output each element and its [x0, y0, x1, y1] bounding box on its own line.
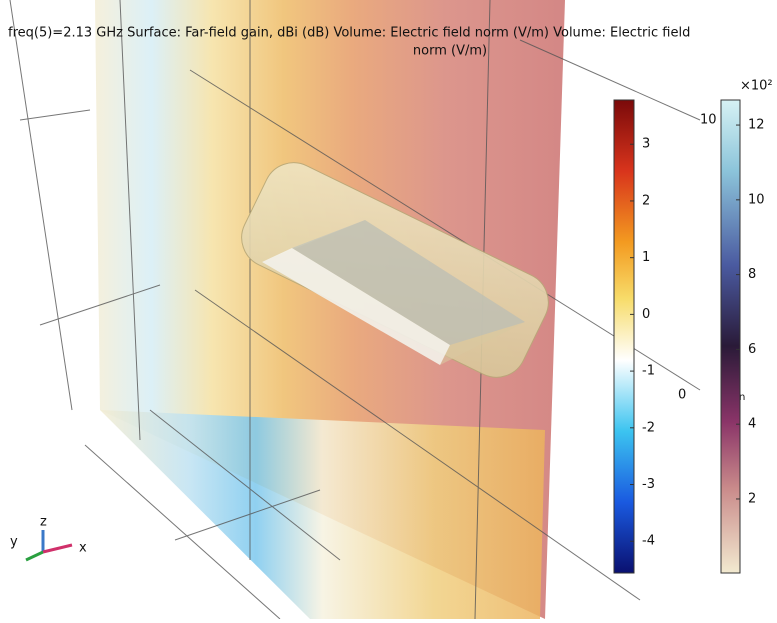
colorbar-multiplier: ×10²	[740, 79, 773, 94]
triad: z x y	[10, 515, 87, 562]
colorbar-tick-label: 10	[748, 192, 765, 207]
header-line: norm (V/m)	[413, 44, 487, 59]
colorbar-tick-label: 12	[748, 118, 765, 133]
scene-label: n	[739, 392, 745, 403]
triad-label: x	[79, 541, 87, 556]
colorbar-tick-label: -3	[642, 477, 655, 492]
colorbar	[720, 99, 741, 574]
colorbar-tick-label: 0	[642, 307, 650, 322]
triad-label: y	[10, 535, 18, 550]
scene-label: 10	[700, 113, 717, 128]
colorbar-tick-label: -2	[642, 420, 655, 435]
colorbar-tick-label: 8	[748, 267, 756, 282]
colorbar-tick-label: 2	[748, 491, 756, 506]
colorbar-tick-label: -4	[642, 534, 655, 549]
colorbar-tick-label: 4	[748, 417, 756, 432]
colorbar	[613, 99, 635, 574]
colorbar-tick-label: 6	[748, 342, 756, 357]
scene	[9, 0, 701, 620]
scene-label: 0	[678, 388, 686, 403]
colorbar-tick-label: 1	[642, 250, 650, 265]
colorbar-tick-label: -1	[642, 364, 655, 379]
colorbar-tick-label: 3	[642, 137, 650, 152]
colorbar-tick-label: 2	[642, 193, 650, 208]
header-line: freq(5)=2.13 GHz Surface: Far-field gain…	[8, 26, 690, 41]
triad-label: z	[40, 515, 47, 530]
